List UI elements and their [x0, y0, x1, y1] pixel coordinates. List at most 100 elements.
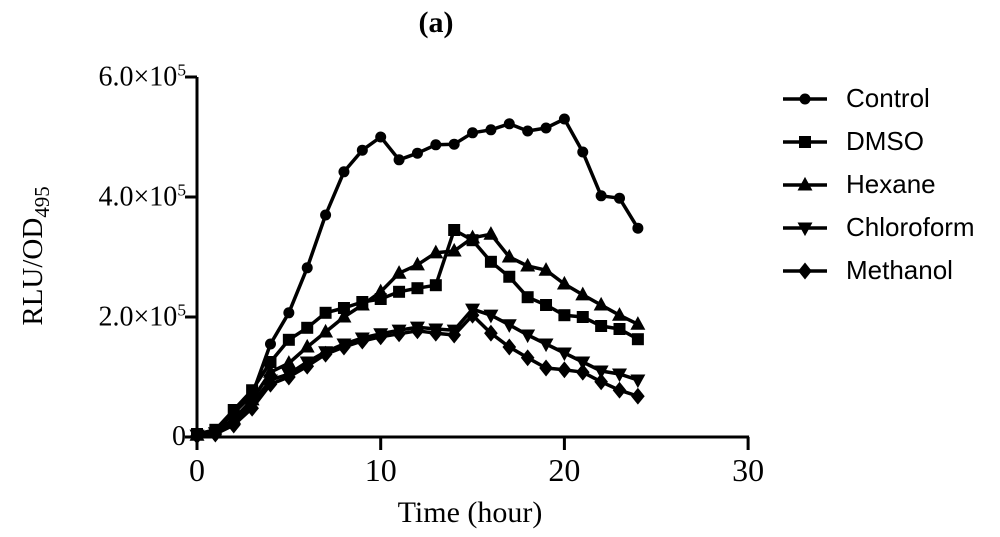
x-tick-label: 10 [364, 452, 397, 488]
x-tick-label: 20 [548, 452, 581, 488]
square-marker-icon [613, 323, 626, 335]
triangle-up-marker-icon [354, 296, 370, 311]
legend-marker [783, 135, 827, 148]
legend-label: Chloroform [846, 212, 975, 242]
triangle-up-marker-icon [556, 275, 572, 290]
diamond-marker-icon [447, 326, 462, 344]
x-tick-label: 30 [732, 452, 765, 488]
legend-label: DMSO [846, 126, 924, 156]
diamond-marker-icon [539, 359, 553, 377]
triangle-up-marker-icon [336, 308, 352, 323]
square-marker-icon [429, 279, 442, 292]
circle-marker-icon [503, 118, 515, 130]
square-marker-icon [264, 356, 277, 368]
legend-item-chloroform: Chloroform [783, 206, 975, 249]
triangle-up-marker-icon [630, 316, 646, 330]
diamond-marker-icon [575, 363, 590, 381]
diamond-marker-icon [337, 338, 351, 356]
y-tick-label: 4.0×105 [98, 180, 186, 213]
diamond-marker-icon [631, 387, 645, 405]
triangle-down-marker-icon [501, 319, 517, 333]
square-marker-icon [282, 333, 295, 346]
circle-marker-icon [632, 222, 644, 234]
diamond-marker-icon [392, 325, 406, 343]
square-marker-icon [227, 404, 240, 416]
diamond-marker-icon [502, 338, 517, 356]
square-marker-icon [411, 282, 424, 295]
square-marker-icon [319, 306, 332, 319]
y-tick-label: 6.0×105 [98, 60, 186, 93]
legend-item-control: Control [783, 77, 975, 120]
triangle-up-marker-icon [409, 256, 425, 271]
x-tick-label: 0 [189, 452, 205, 488]
circle-marker-icon [799, 93, 811, 104]
square-marker-icon [595, 320, 608, 332]
diamond-marker-icon [245, 399, 259, 417]
square-marker-icon [576, 311, 589, 323]
y-axis-label: RLU/OD495 [17, 186, 55, 325]
triangle-up-marker-icon [281, 355, 297, 369]
diamond-marker-icon [355, 332, 370, 350]
legend-item-methanol: Methanol [783, 249, 975, 292]
triangle-up-marker-icon [446, 242, 462, 257]
diamond-marker-icon [410, 322, 425, 340]
diamond-marker-icon [300, 357, 315, 375]
diamond-marker-icon [798, 262, 812, 279]
diamond-marker-icon [428, 324, 443, 342]
square-marker-icon [521, 291, 534, 304]
square-marker-icon [503, 270, 516, 283]
diamond-marker-icon [263, 375, 278, 393]
circle-marker-icon [614, 192, 626, 204]
triangle-up-marker-icon [465, 229, 481, 244]
square-marker-icon [799, 135, 811, 148]
circle-marker-icon [338, 166, 350, 178]
triangle-up-marker-icon [299, 338, 315, 353]
circle-marker-icon [595, 190, 607, 202]
triangle-down-marker-icon [797, 221, 813, 236]
triangle-up-marker-icon [520, 257, 536, 272]
legend-item-dmso: DMSO [783, 120, 975, 163]
series-hexane [189, 226, 646, 441]
chart-legend: Control DMSO Hexane Chloroform Methanol [783, 77, 975, 292]
triangle-up-marker-icon [575, 286, 591, 301]
circle-marker-icon [411, 147, 423, 159]
circle-marker-icon [430, 139, 442, 151]
circle-marker-icon [467, 127, 479, 139]
square-marker-icon [337, 302, 350, 314]
triangle-down-marker-icon [630, 374, 646, 389]
circle-marker-icon [356, 144, 368, 156]
triangle-down-marker-icon [483, 309, 499, 324]
circle-marker-icon [375, 131, 387, 143]
diamond-marker-icon [612, 381, 627, 399]
square-marker-icon [484, 255, 497, 268]
square-marker-icon [448, 224, 461, 236]
triangle-down-marker-icon [612, 368, 627, 383]
triangle-up-marker-icon [318, 323, 334, 338]
square-marker-icon [393, 285, 406, 298]
circle-marker-icon [540, 122, 552, 134]
legend-marker [783, 93, 827, 104]
y-tick-label: 2.0×105 [98, 300, 186, 333]
triangle-up-marker-icon [501, 248, 517, 263]
diamond-marker-icon [594, 373, 608, 391]
triangle-up-marker-icon [391, 265, 407, 279]
circle-marker-icon [264, 338, 276, 350]
y-axis-label-text: RLU/OD [17, 217, 50, 326]
triangle-down-marker-icon [520, 329, 536, 344]
circle-marker-icon [393, 154, 405, 166]
circle-marker-icon [283, 307, 295, 319]
square-marker-icon [558, 309, 571, 322]
series-methanol [190, 306, 645, 445]
circle-marker-icon [485, 124, 497, 136]
circle-marker-icon [448, 138, 460, 150]
diamond-marker-icon [190, 427, 204, 445]
triangle-up-marker-icon [428, 244, 444, 259]
chart-title: (a) [418, 6, 454, 39]
diamond-marker-icon [484, 324, 498, 342]
circle-marker-icon [301, 262, 313, 274]
circle-marker-icon [577, 146, 589, 158]
square-marker-icon [301, 321, 314, 334]
legend-label: Methanol [846, 255, 953, 285]
